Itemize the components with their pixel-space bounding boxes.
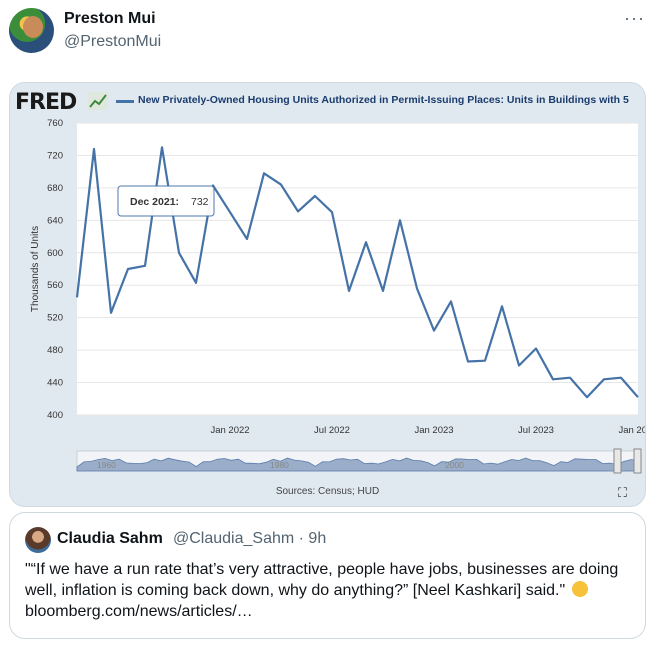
navigator-handle-right[interactable] bbox=[633, 448, 642, 474]
tooltip-value: 732 bbox=[191, 196, 209, 208]
thinking-emoji-icon bbox=[571, 581, 588, 597]
quoted-link[interactable]: bloomberg.com/news/articles/… bbox=[25, 603, 253, 620]
author-handle[interactable]: @PrestonMui bbox=[64, 33, 162, 50]
quoted-text: "“If we have a run rate that’s very attr… bbox=[25, 559, 635, 622]
chart-title: New Privately-Owned Housing Units Author… bbox=[138, 94, 629, 106]
y-tick-label: 440 bbox=[47, 378, 63, 389]
author-name[interactable]: Preston Mui bbox=[64, 10, 156, 27]
tooltip-box bbox=[117, 185, 215, 217]
expand-icon[interactable]: ⛶ bbox=[617, 485, 627, 500]
y-tick-label: 400 bbox=[47, 410, 63, 421]
x-tick-label: Jul 2022 bbox=[314, 425, 350, 436]
quoted-tweet[interactable]: Claudia Sahm @Claudia_Sahm · 9h "“If we … bbox=[9, 512, 646, 639]
fred-chart-icon bbox=[88, 92, 108, 110]
y-tick-label: 760 bbox=[47, 118, 63, 129]
x-tick-label: Jan 2023 bbox=[414, 425, 453, 436]
navigator-series bbox=[76, 457, 639, 472]
y-tick-label: 560 bbox=[47, 280, 63, 291]
tweet-header: Preston Mui @PrestonMui ··· bbox=[9, 8, 649, 58]
quoted-author-handle[interactable]: @Claudia_Sahm · 9h bbox=[173, 530, 327, 547]
fred-chart-card[interactable]: FRED New Privately-Owned Housing Units A… bbox=[9, 82, 646, 507]
quoted-text-body: "“If we have a run rate that’s very attr… bbox=[25, 561, 619, 599]
quoted-author-name[interactable]: Claudia Sahm bbox=[57, 530, 163, 547]
y-tick-label: 680 bbox=[47, 183, 63, 194]
tooltip-label: Dec 2021: bbox=[130, 196, 179, 208]
y-tick-label: 600 bbox=[47, 248, 63, 259]
navigator-label: 2000 bbox=[445, 460, 464, 470]
y-tick-label: 640 bbox=[47, 215, 63, 226]
x-tick-label: Jan 2022 bbox=[210, 425, 249, 436]
quoted-author-avatar[interactable] bbox=[25, 527, 51, 553]
line-chart[interactable]: 400 440 480 520 560 600 640 680 720 760 Jan 2022 Ju… bbox=[10, 113, 646, 483]
sources-text: Sources: Census; HUD bbox=[275, 486, 380, 497]
x-tick-label: Jul 2023 bbox=[518, 425, 554, 436]
y-tick-label: 520 bbox=[47, 313, 63, 324]
y-tick-label: 720 bbox=[47, 150, 63, 161]
y-tick-label: 480 bbox=[47, 345, 63, 356]
fred-logo: FRED bbox=[15, 90, 77, 115]
navigator-handle-left[interactable] bbox=[613, 448, 622, 474]
x-tick-label: Jan 2024 bbox=[618, 425, 646, 436]
y-axis-label: Thousands of Units bbox=[30, 226, 41, 312]
more-options-button[interactable]: ··· bbox=[624, 8, 645, 28]
author-avatar[interactable] bbox=[9, 8, 54, 53]
legend-line bbox=[116, 100, 134, 103]
navigator-label: 1980 bbox=[270, 460, 289, 470]
navigator-label: 1960 bbox=[97, 460, 116, 470]
